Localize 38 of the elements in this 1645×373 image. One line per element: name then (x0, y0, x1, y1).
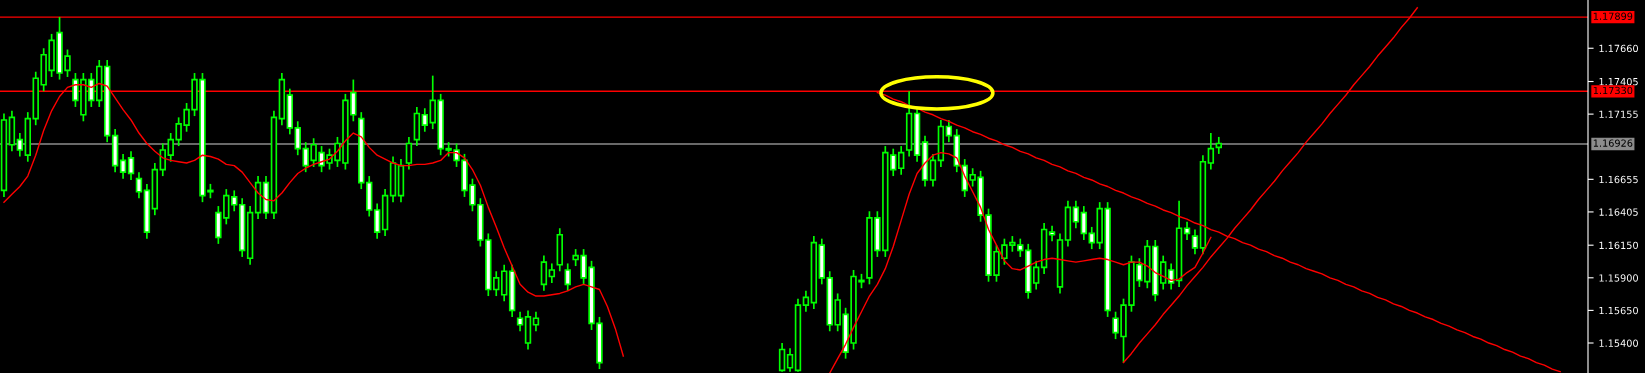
y-tick-label: 1.15650 (1599, 306, 1638, 315)
candlestick (135, 171, 143, 200)
y-tick-label: 1.16405 (1599, 208, 1638, 216)
candlestick (119, 153, 127, 180)
candlestick (127, 150, 135, 181)
candlestick (516, 310, 524, 333)
candlestick (1032, 260, 1040, 291)
candlestick (532, 310, 540, 333)
candlestick (897, 145, 905, 176)
candlestick (540, 254, 548, 292)
candlestick (421, 107, 429, 133)
ref-line-label: 1.17899 (1593, 12, 1633, 20)
candlestick (802, 290, 810, 313)
y-tick-label: 1.16655 (1599, 175, 1638, 184)
candlestick (564, 262, 571, 292)
candlestick (778, 342, 786, 373)
candlestick (1159, 254, 1167, 291)
candlestick (1080, 205, 1088, 241)
candlestick (16, 132, 24, 158)
candlestick (500, 263, 508, 303)
candlestick (1207, 132, 1215, 171)
y-tick-label: 1.17405 (1599, 77, 1638, 86)
candlestick (1183, 220, 1191, 241)
candlestick (1191, 228, 1199, 256)
y-tick-label: 1.15900 (1599, 274, 1638, 282)
ref-line-label: 1.16926 (1593, 139, 1633, 147)
y-tick-label: 1.17660 (1599, 44, 1638, 53)
candlestick (1072, 200, 1080, 230)
candlestick (929, 153, 937, 188)
candlestick (786, 347, 794, 373)
candlestick (405, 136, 413, 171)
y-tick-label: 1.17155 (1599, 110, 1638, 118)
candlestick (548, 262, 556, 284)
ref-line-label: 1.17330 (1593, 86, 1633, 95)
y-tick-label: 1.16150 (1599, 241, 1638, 250)
y-tick-label: 1.15400 (1599, 339, 1638, 347)
candlestick (945, 119, 953, 143)
candlestick (373, 202, 381, 240)
